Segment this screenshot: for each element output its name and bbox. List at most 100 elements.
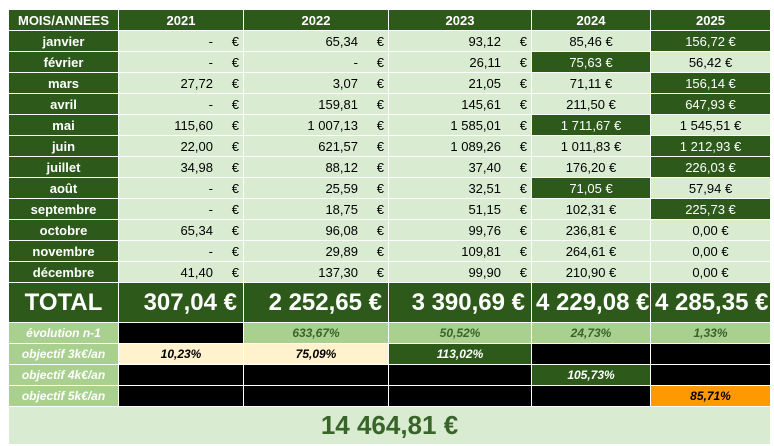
currency-symbol: € [231,117,239,133]
objectif-4k-label: objectif 4k€/an [8,364,119,386]
amount-cell-2024: 75,63 € [531,51,651,73]
year-2021-header: 2021 [118,9,244,31]
amount-cell-2021: 34,98 € [118,156,244,178]
currency-symbol: € [519,138,527,154]
month-label: juillet [8,156,119,178]
currency-symbol: € [376,159,384,175]
amount-value: 25,59 [325,180,358,196]
currency-symbol: € [519,33,527,49]
objectif-5k-row: objectif 5k€/an 85,71% [8,385,771,407]
empty-cell [650,364,771,386]
amount-value: - [208,96,213,112]
currency-symbol: € [376,264,384,280]
evolution-2024: 24,73% [531,322,651,344]
month-label: février [8,51,119,73]
amount-cell-2024: 264,61 € [531,240,651,262]
currency-symbol: € [519,201,527,217]
amount-value: 1 089,26 [450,138,501,154]
amount-cell-2022: 621,57 € [243,135,389,157]
amount-value: 99,76 [468,222,501,238]
month-label: juin [8,135,119,157]
amount-value: 22,00 [180,138,213,154]
amount-value: 159,81 [318,96,358,112]
currency-symbol: € [231,180,239,196]
month-label: octobre [8,219,119,241]
currency-symbol: € [231,201,239,217]
evolution-2022: 633,67% [243,322,389,344]
currency-symbol: € [519,54,527,70]
objectif-5k-label: objectif 5k€/an [8,385,119,407]
month-label: mai [8,114,119,136]
empty-cell [118,364,244,386]
currency-symbol: € [376,180,384,196]
amount-cell-2023: 37,40 € [388,156,532,178]
currency-symbol: € [519,264,527,280]
total-2022: 2 252,65 € [243,282,389,323]
amount-value: - [208,201,213,217]
month-label: septembre [8,198,119,220]
amount-value: 621,57 [318,138,358,154]
amount-cell-2022: - € [243,51,389,73]
currency-symbol: € [376,54,384,70]
amount-cell-2022: 29,89 € [243,240,389,262]
amount-cell-2025: 225,73 € [650,198,771,220]
amount-value: 21,05 [468,75,501,91]
amount-cell-2025: 1 545,51 € [650,114,771,136]
amount-cell-2021: 115,60 € [118,114,244,136]
header-row: MOIS/ANNEES 2021 2022 2023 2024 2025 [8,9,771,31]
amount-value: 1 585,01 [450,117,501,133]
amount-cell-2022: 159,81 € [243,93,389,115]
amount-value: 93,12 [468,33,501,49]
amount-cell-2023: 51,15 € [388,198,532,220]
amount-cell-2022: 88,12 € [243,156,389,178]
currency-symbol: € [376,138,384,154]
month-row: mars 27,72 €3,07 €21,05 €71,11 €156,14 € [8,72,771,94]
currency-symbol: € [519,180,527,196]
amount-cell-2021: 41,40 € [118,261,244,283]
amount-value: 99,90 [468,264,501,280]
amount-cell-2021: - € [118,240,244,262]
empty-cell [243,385,389,407]
amount-cell-2021: - € [118,198,244,220]
amount-value: - [353,54,358,70]
amount-cell-2023: 145,61 € [388,93,532,115]
amount-value: 3,07 [332,75,358,91]
currency-symbol: € [231,33,239,49]
header-label: MOIS/ANNEES [8,9,119,31]
amount-cell-2023: 32,51 € [388,177,532,199]
amount-cell-2025: 0,00 € [650,240,771,262]
amount-cell-2023: 99,76 € [388,219,532,241]
evolution-row: évolution n-1 633,67% 50,52% 24,73% 1,33… [8,322,771,344]
month-row: mai 115,60 €1 007,13 €1 585,01 €1 711,67 €1 … [8,114,771,136]
amount-value: 145,61 [461,96,501,112]
currency-symbol: € [231,75,239,91]
month-label: janvier [8,30,119,52]
amount-cell-2022: 25,59 € [243,177,389,199]
currency-symbol: € [519,117,527,133]
currency-symbol: € [231,243,239,259]
currency-symbol: € [376,117,384,133]
empty-cell [388,364,532,386]
month-label: avril [8,93,119,115]
currency-symbol: € [231,54,239,70]
amount-cell-2024: 71,05 € [531,177,651,199]
amount-cell-2023: 99,90 € [388,261,532,283]
year-2023-header: 2023 [388,9,532,31]
amount-value: 96,08 [325,222,358,238]
amount-cell-2024: 236,81 € [531,219,651,241]
month-row: février - € - €26,11 €75,63 €56,42 € [8,51,771,73]
currency-symbol: € [376,33,384,49]
amount-value: - [208,180,213,196]
amount-cell-2025: 156,14 € [650,72,771,94]
evolution-label: évolution n-1 [8,322,119,344]
amount-value: 65,34 [180,222,213,238]
amount-cell-2023: 1 585,01 € [388,114,532,136]
amount-value: 1 007,13 [307,117,358,133]
month-label: août [8,177,119,199]
total-2024: 4 229,08 € [531,282,651,323]
amount-cell-2025: 57,94 € [650,177,771,199]
empty-cell [118,385,244,407]
month-label: mars [8,72,119,94]
amount-cell-2024: 210,90 € [531,261,651,283]
total-2025: 4 285,35 € [650,282,771,323]
